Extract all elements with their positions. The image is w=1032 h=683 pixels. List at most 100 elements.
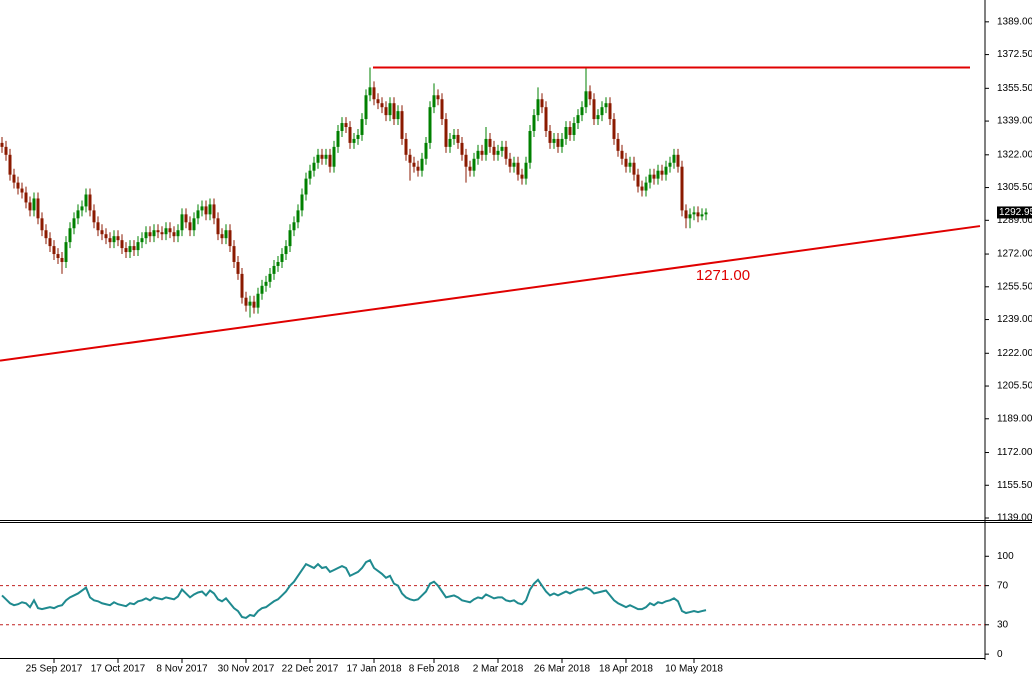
candle-body — [348, 127, 352, 143]
candle-body — [632, 162, 636, 175]
candle-body — [84, 194, 88, 207]
candle-body — [188, 222, 192, 231]
candle-body — [352, 138, 356, 143]
candle-body — [444, 119, 448, 147]
candle-body — [44, 230, 48, 239]
candle-body — [160, 232, 164, 235]
oscillator-line — [1, 558, 707, 620]
y-tick-label: 70 — [997, 580, 1009, 591]
candle-body — [88, 194, 92, 211]
candle-body — [588, 91, 592, 100]
candle-body — [432, 95, 436, 108]
candle-body — [504, 146, 508, 159]
candle-body — [648, 174, 652, 183]
candle-body — [624, 158, 628, 167]
candle-body — [512, 162, 516, 167]
candle-body — [620, 150, 624, 159]
y-tick-label: 1389.00 — [997, 16, 1032, 27]
x-tick-label: 10 May 2018 — [665, 664, 723, 675]
candle-body — [236, 261, 240, 274]
candle-body — [132, 246, 136, 251]
x-tick-label: 17 Jan 2018 — [346, 664, 401, 675]
candle-body — [660, 170, 664, 175]
candle-body — [40, 218, 44, 231]
candle-body — [8, 154, 12, 175]
y-tick-label: 1372.50 — [997, 49, 1032, 60]
candle-body — [656, 170, 660, 179]
candle-body — [520, 174, 524, 179]
candle-body — [64, 242, 68, 262]
y-tick-label: 30 — [997, 619, 1009, 630]
candle-body — [176, 230, 180, 237]
candle-body — [424, 142, 428, 159]
candle-body — [116, 236, 120, 241]
candle-body — [172, 232, 176, 237]
y-tick-label: 1272.00 — [997, 249, 1032, 260]
candle-body — [644, 182, 648, 191]
candle-body — [664, 166, 668, 175]
candle-body — [640, 186, 644, 191]
candle-body — [580, 107, 584, 116]
candle-body — [288, 230, 292, 247]
candle-body — [400, 111, 404, 139]
candle-body — [540, 99, 544, 108]
candle-body — [260, 285, 264, 294]
y-tick-label: 1355.50 — [997, 83, 1032, 94]
candle-body — [304, 178, 308, 195]
candle-body — [704, 212, 708, 215]
candle-body — [592, 99, 596, 120]
candle-body — [552, 138, 556, 143]
candle-body — [456, 134, 460, 143]
candle-body — [680, 166, 684, 211]
y-tick-label: 1305.50 — [997, 182, 1032, 193]
candle-body — [684, 210, 688, 219]
candle-body — [104, 234, 108, 239]
candle-body — [396, 111, 400, 120]
candle-body — [488, 138, 492, 147]
candle-body — [196, 210, 200, 219]
candle-body — [28, 202, 32, 211]
candle-body — [320, 154, 324, 159]
candle-body — [600, 107, 604, 116]
candle-body — [292, 222, 296, 231]
candle-body — [272, 265, 276, 274]
candle-body — [528, 130, 532, 163]
candle-body — [668, 162, 672, 167]
candle-body — [448, 138, 452, 147]
candle-body — [24, 192, 28, 203]
candle-body — [584, 91, 588, 108]
candle-body — [80, 206, 84, 211]
candle-body — [564, 127, 568, 139]
candle-body — [308, 170, 312, 179]
candle-body — [612, 119, 616, 139]
candle-body — [184, 214, 188, 223]
candle-body — [36, 198, 40, 219]
candle-body — [212, 204, 216, 219]
candle-body — [568, 127, 572, 135]
x-tick-label: 8 Nov 2017 — [156, 664, 208, 675]
candle-body — [492, 146, 496, 155]
y-tick-label: 1239.00 — [997, 314, 1032, 325]
candle-body — [676, 154, 680, 167]
candle-body — [404, 138, 408, 155]
y-tick-label: 1155.50 — [997, 480, 1032, 491]
y-tick-label: 100 — [997, 551, 1014, 562]
candle-body — [688, 214, 692, 219]
candle-body — [572, 123, 576, 135]
candle-body — [4, 146, 8, 155]
candle-body — [384, 107, 388, 116]
candle-body — [368, 87, 372, 96]
candle-body — [216, 218, 220, 235]
trend-line — [0, 225, 981, 362]
candle-body — [52, 246, 56, 255]
candle-body — [252, 301, 256, 308]
candle-body — [276, 261, 280, 266]
candle-body — [628, 162, 632, 167]
candle-body — [636, 174, 640, 187]
candle-body — [532, 115, 536, 131]
candle-body — [548, 130, 552, 143]
candle-body — [228, 230, 232, 247]
candle-body — [16, 182, 20, 189]
candle-body — [324, 154, 328, 159]
